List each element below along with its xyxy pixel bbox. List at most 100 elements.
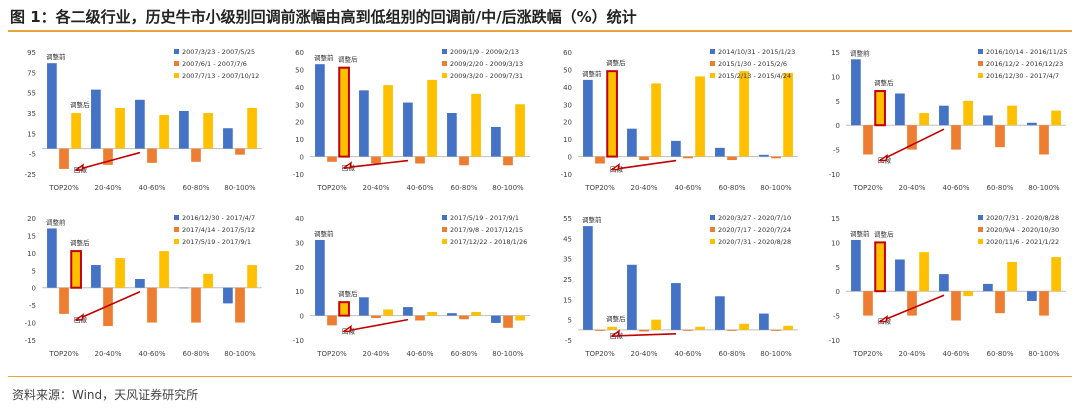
annotation-before: 调整前 — [582, 69, 602, 78]
arrow-shaft — [879, 294, 945, 323]
annotation-before: 调整前 — [850, 48, 870, 57]
y-tick-label: -5 — [565, 337, 572, 345]
legend-swatch-1 — [978, 49, 983, 54]
legend-swatch-3 — [174, 73, 179, 78]
x-tick-label: 80-100% — [224, 184, 256, 192]
annotation-before: 调整前 — [850, 229, 870, 238]
bar-2 — [147, 287, 157, 323]
x-tick-label: TOP20% — [584, 184, 615, 192]
bar-1 — [983, 115, 993, 126]
x-tick-label: 20-40% — [95, 350, 122, 358]
y-tick-label: 35 — [563, 256, 572, 264]
bar-1 — [403, 102, 413, 157]
bar-3 — [739, 71, 749, 157]
annotation-before: 调整前 — [46, 217, 66, 226]
bar-2 — [327, 156, 337, 162]
bar-1 — [223, 128, 233, 149]
bar-1 — [627, 128, 637, 157]
bar-1 — [447, 313, 457, 316]
bar-3 — [71, 113, 81, 149]
bar-2 — [235, 287, 245, 323]
annotation-before: 调整前 — [314, 53, 334, 62]
legend-entry-1: 2009/1/9 - 2009/2/13 — [450, 48, 519, 56]
bar-1 — [91, 265, 101, 288]
legend-swatch-2 — [174, 227, 179, 232]
y-tick-label: 10 — [831, 73, 840, 81]
bar-2 — [639, 329, 649, 332]
bar-3 — [695, 76, 705, 157]
annotation-after: 调整后 — [606, 58, 626, 67]
x-tick-label: 20-40% — [899, 184, 926, 192]
y-tick-label: -10 — [25, 320, 36, 328]
bar-3 — [1007, 105, 1017, 126]
bar-2 — [727, 329, 737, 331]
bar-3 — [651, 83, 661, 157]
x-tick-label: 60-80% — [451, 184, 478, 192]
y-tick-label: 95 — [27, 49, 36, 57]
bar-1 — [1027, 291, 1037, 301]
legend-entry-2: 2020/9/4 - 2020/10/30 — [986, 226, 1059, 234]
bar-1 — [179, 287, 189, 289]
bar-3 — [1007, 261, 1017, 292]
y-tick-label: 0 — [300, 313, 304, 321]
figure-title: 图 1：各二级行业，历史牛市小级别回调前涨幅由高到低组别的回调前/中/后涨跌幅（… — [10, 8, 637, 26]
bar-3 — [515, 104, 525, 157]
legend-entry-2: 2017/9/8 - 2017/12/15 — [450, 226, 523, 234]
bar-2 — [59, 287, 69, 314]
y-tick-label: 10 — [831, 239, 840, 247]
y-tick-label: -5 — [29, 302, 36, 310]
bar-2 — [327, 315, 337, 326]
bar-1 — [939, 274, 949, 292]
bar-3 — [115, 258, 125, 288]
bar-1 — [759, 154, 769, 157]
x-tick-label: 40-60% — [675, 184, 702, 192]
x-tick-label: TOP20% — [48, 184, 79, 192]
bar-2 — [415, 315, 425, 321]
legend-entry-2: 2017/4/14 - 2017/5/12 — [182, 226, 255, 234]
annotation-after: 调整后 — [338, 55, 358, 64]
legend-entry-1: 2020/7/31 - 2020/8/28 — [986, 214, 1059, 222]
x-tick-label: 80-100% — [760, 184, 792, 192]
legend-entry-3: 2020/11/6 - 2021/1/22 — [986, 238, 1059, 246]
bar-2 — [683, 329, 693, 331]
x-tick-label: 40-60% — [943, 350, 970, 358]
legend-swatch-1 — [174, 49, 179, 54]
chart-panel-8: 15 10 5 0 -5 -10 TOP20% 20-40% 40-60% 60-80% 80-10… — [814, 204, 1072, 364]
bar-2 — [595, 329, 605, 331]
x-tick-label: 40-60% — [139, 184, 166, 192]
y-tick-label: -10 — [829, 337, 840, 345]
y-tick-label: 15 — [27, 232, 36, 240]
legend-swatch-3 — [442, 239, 447, 244]
bar-1 — [583, 79, 593, 157]
bar-1 — [583, 226, 593, 330]
bar-3 — [963, 291, 973, 297]
legend-entry-3: 2017/12/22 - 2018/1/26 — [450, 238, 527, 246]
bar-1 — [491, 315, 501, 323]
bar-3 — [203, 113, 213, 149]
x-tick-label: 20-40% — [631, 184, 658, 192]
legend-swatch-2 — [174, 61, 179, 66]
y-tick-label: 60 — [563, 49, 572, 57]
x-tick-label: TOP20% — [584, 350, 615, 358]
arrow-head — [73, 313, 85, 321]
bar-1 — [715, 296, 725, 330]
arrow-head — [73, 163, 85, 171]
legend-entry-2: 2020/7/17 - 2020/7/24 — [718, 226, 791, 234]
legend-entry-3: 2015/2/13 - 2015/4/24 — [718, 72, 791, 80]
legend-swatch-3 — [710, 73, 715, 78]
legend-swatch-3 — [710, 239, 715, 244]
bar-3 — [70, 250, 82, 289]
bar-2 — [1039, 291, 1049, 316]
x-tick-label: 60-80% — [719, 184, 746, 192]
x-tick-label: 60-80% — [987, 184, 1014, 192]
bar-2 — [863, 291, 873, 316]
y-tick-label: 20 — [27, 215, 36, 223]
y-tick-label: 5 — [836, 264, 840, 272]
y-tick-label: -10 — [293, 337, 304, 345]
x-tick-label: 40-60% — [943, 184, 970, 192]
bar-3 — [919, 113, 929, 126]
y-tick-label: 45 — [563, 235, 572, 243]
x-tick-label: TOP20% — [852, 350, 883, 358]
arrow-shaft — [879, 128, 945, 162]
y-tick-label: 40 — [563, 84, 572, 92]
